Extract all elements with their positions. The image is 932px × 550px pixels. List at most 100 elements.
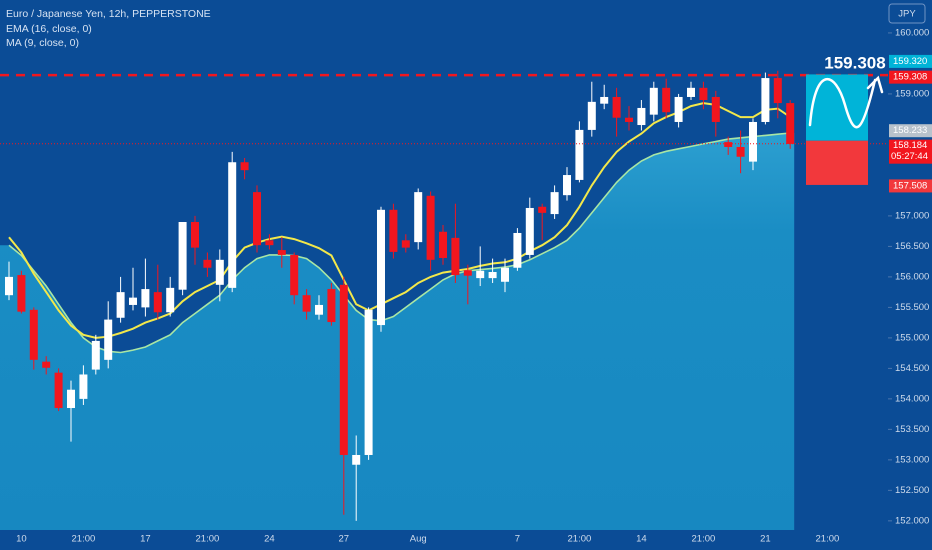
candle-body bbox=[600, 96, 609, 104]
candle-body bbox=[203, 259, 212, 268]
candle-body bbox=[476, 270, 485, 279]
y-tick-label: 154.000 bbox=[895, 393, 929, 404]
candle-body bbox=[277, 250, 286, 255]
y-tick-label: 154.500 bbox=[895, 363, 929, 374]
resistance-callout: 159.308 bbox=[824, 53, 885, 72]
candle-body bbox=[426, 195, 435, 260]
candle-body bbox=[612, 96, 621, 118]
button-frame[interactable] bbox=[888, 3, 926, 24]
ema-line bbox=[8, 102, 791, 339]
candle-body bbox=[129, 297, 137, 305]
candle-body bbox=[67, 389, 75, 409]
candle-body bbox=[525, 207, 534, 255]
candle-body bbox=[587, 101, 596, 130]
candle-body bbox=[364, 309, 373, 455]
candle-body bbox=[153, 292, 162, 313]
candle-body bbox=[637, 107, 646, 126]
y-tick-label: 153.000 bbox=[895, 454, 929, 465]
x-tick-label: 21 bbox=[760, 534, 771, 545]
y-tick-label: 156.000 bbox=[895, 271, 929, 282]
y-tick-label: 152.000 bbox=[895, 515, 929, 526]
x-tick-label: 17 bbox=[140, 534, 151, 545]
legend-entry: EMA (16, close, 0) bbox=[6, 23, 92, 35]
x-tick-label: Aug bbox=[410, 534, 427, 545]
candle-body bbox=[563, 175, 571, 196]
candle-body bbox=[711, 96, 720, 122]
candle-body bbox=[178, 222, 187, 290]
candle-body bbox=[773, 78, 782, 104]
x-tick-label: 21:00 bbox=[72, 534, 96, 545]
legend: Euro / Japanese Yen, 12h, PEPPERSTONE EM… bbox=[6, 8, 211, 49]
x-tick-label: 24 bbox=[264, 534, 275, 545]
countdown-tag: 05:27:44 bbox=[891, 151, 928, 162]
ma-line bbox=[8, 132, 791, 354]
candle-body bbox=[240, 162, 249, 171]
x-tick-label: 7 bbox=[515, 534, 520, 545]
x-tick-label: 10 bbox=[16, 534, 27, 545]
candle-body bbox=[5, 276, 13, 296]
candle-body bbox=[54, 372, 63, 409]
candle-body bbox=[104, 319, 113, 360]
candle-body bbox=[377, 209, 385, 326]
candle-body bbox=[575, 129, 584, 180]
stop-zone bbox=[806, 140, 868, 185]
candle-body bbox=[414, 192, 423, 243]
y-tick-label: 153.500 bbox=[895, 424, 929, 435]
legend-entry: MA (9, close, 0) bbox=[6, 37, 79, 49]
candle-body bbox=[761, 78, 770, 122]
candle-body bbox=[228, 162, 237, 288]
candle-body bbox=[327, 289, 336, 323]
last-price-tag: 158.184 bbox=[893, 140, 927, 151]
candle-body bbox=[538, 206, 547, 213]
candle-body bbox=[302, 295, 311, 312]
plot-area: 10 21:00 17 21:00 24 27 Aug 7 21:00 14 21:00 21 21:0… bbox=[0, 70, 840, 545]
y-tick-label: 155.500 bbox=[895, 302, 929, 313]
target-tag: 159.320 bbox=[893, 56, 927, 67]
y-tick-label: 160.000 bbox=[895, 27, 929, 38]
candle-body bbox=[290, 254, 299, 296]
y-tick-label: 155.000 bbox=[895, 332, 929, 343]
target-tag-box bbox=[889, 54, 932, 68]
x-tick-label: 14 bbox=[636, 534, 647, 545]
candle-body bbox=[401, 240, 410, 248]
candle-body bbox=[253, 192, 261, 246]
candle-body bbox=[339, 284, 348, 455]
candle-body bbox=[191, 222, 199, 248]
candle-body bbox=[439, 231, 447, 258]
ma-area bbox=[0, 133, 795, 530]
candle-body bbox=[749, 121, 757, 162]
candle-body bbox=[662, 87, 671, 113]
candle-body bbox=[451, 237, 460, 276]
price-axis: 152.000 152.500 153.000 153.500 154.000 154.5… bbox=[888, 27, 932, 526]
chart-title: Euro / Japanese Yen, 12h, PEPPERSTONE bbox=[6, 8, 211, 20]
candle-body bbox=[389, 209, 398, 252]
candle-body bbox=[29, 309, 38, 360]
resistance-tag: 159.308 bbox=[893, 72, 927, 83]
candle-body bbox=[42, 361, 51, 368]
candle-body bbox=[463, 270, 472, 276]
candle-body bbox=[625, 117, 633, 122]
entry-tag-box bbox=[889, 124, 932, 138]
stop-tag-box bbox=[889, 179, 932, 193]
y-tick-label: 156.500 bbox=[895, 241, 929, 252]
candle-body bbox=[166, 287, 175, 313]
candle-body bbox=[488, 272, 497, 279]
candle-body bbox=[736, 146, 745, 157]
candle-body bbox=[17, 275, 26, 312]
x-tick-label: 27 bbox=[339, 534, 350, 545]
x-tick-label: 21:00 bbox=[816, 534, 840, 545]
y-tick-label: 157.000 bbox=[895, 210, 929, 221]
candle-body bbox=[315, 304, 323, 315]
candle-body bbox=[501, 267, 509, 282]
candle-body bbox=[724, 142, 733, 147]
candle-body bbox=[352, 454, 361, 465]
entry-tag: 158.233 bbox=[893, 125, 927, 136]
candle-body bbox=[141, 289, 150, 308]
currency-button[interactable]: JPY bbox=[888, 3, 926, 24]
button-label[interactable]: JPY bbox=[898, 9, 916, 20]
x-tick-label: 21:00 bbox=[568, 534, 592, 545]
candle-body bbox=[699, 87, 708, 101]
candle-body bbox=[674, 96, 683, 122]
candle-body bbox=[513, 232, 522, 268]
candle-body bbox=[215, 259, 224, 285]
